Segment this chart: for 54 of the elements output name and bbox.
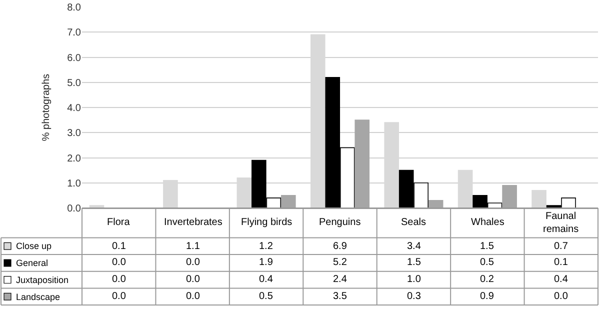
data-label: 0.5	[259, 291, 274, 302]
data-label: 1.9	[259, 257, 274, 268]
data-label: 0.0	[186, 257, 200, 268]
data-label: 0.1	[112, 241, 126, 252]
data-label: 1.0	[407, 274, 422, 285]
data-label: 5.2	[333, 257, 348, 268]
x-tick-label: Seals	[401, 217, 426, 228]
data-label: 0.1	[554, 257, 568, 268]
bar	[281, 195, 296, 208]
legend-label: Landscape	[16, 292, 60, 302]
data-label: 0.0	[112, 257, 126, 268]
data-label: 0.4	[259, 274, 274, 285]
data-label: 0.7	[554, 241, 568, 252]
bar	[502, 184, 517, 208]
y-tick-label: 8.0	[67, 2, 82, 14]
x-tick-label: Flying birds	[241, 217, 292, 228]
data-label: 3.5	[333, 291, 348, 302]
y-tick-label: 3.0	[67, 128, 82, 140]
x-tick-label: Invertebrates	[164, 217, 222, 228]
data-label: 0.0	[554, 291, 568, 302]
y-tick-label: 4.0	[67, 103, 82, 114]
y-tick-label: 2.0	[67, 153, 82, 164]
data-label: 1.1	[186, 241, 200, 252]
legend-label: Close up	[16, 241, 52, 251]
data-label: 0.2	[480, 274, 494, 285]
data-label: 2.4	[333, 274, 348, 285]
y-tick-label: 5.0	[67, 78, 82, 89]
x-tick-label: Faunal remains	[543, 211, 579, 235]
x-tick-label: Penguins	[319, 217, 361, 228]
data-label: 0.0	[112, 291, 126, 302]
y-axis-title: % photographs	[41, 74, 52, 142]
data-label: 0.3	[407, 291, 422, 302]
bar	[532, 190, 546, 208]
legend-label: General	[16, 258, 48, 268]
y-tick-label: 1.0	[67, 178, 82, 190]
data-label: 0.0	[186, 291, 200, 302]
y-tick-label: 6.0	[67, 52, 82, 64]
x-tick-label: Flora	[107, 217, 130, 228]
data-label: 1.5	[480, 241, 494, 252]
data-label: 0.4	[554, 274, 568, 285]
y-tick-label: 0.0	[67, 204, 82, 214]
y-tick-label: 7.0	[67, 28, 82, 39]
data-label: 1.5	[407, 257, 422, 268]
data-label: 0.0	[112, 274, 126, 285]
data-label: 1.2	[259, 241, 274, 252]
x-tick-label: Whales	[471, 217, 504, 228]
data-label: 6.9	[333, 241, 348, 252]
legend-label: Juxtaposition	[16, 275, 69, 285]
data-label: 3.4	[407, 241, 422, 252]
bar	[428, 200, 444, 208]
data-label: 0.0	[186, 274, 200, 285]
data-label: 0.9	[480, 291, 494, 302]
data-label: 0.5	[480, 257, 494, 268]
bar	[354, 120, 370, 208]
